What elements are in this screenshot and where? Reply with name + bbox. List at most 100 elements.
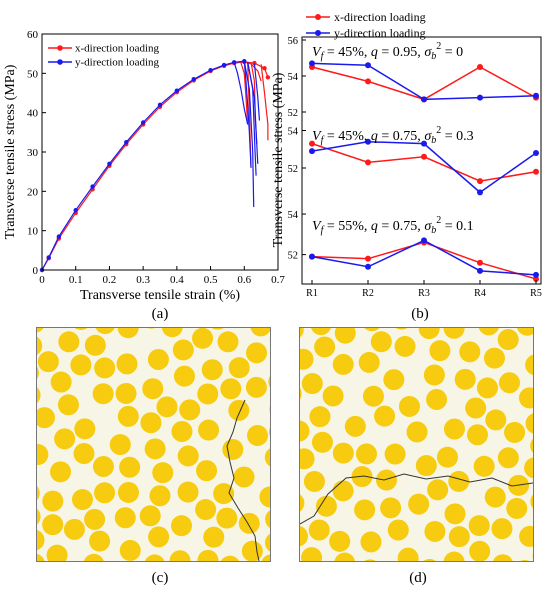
panel-a-data-point — [174, 88, 180, 93]
fibre — [300, 328, 304, 338]
fibre-packing-graphic — [300, 328, 533, 561]
fibre — [300, 348, 314, 370]
fibre — [140, 412, 162, 434]
fibre — [332, 480, 354, 502]
fibre — [37, 351, 59, 373]
fibre — [217, 331, 239, 353]
fibre — [334, 552, 356, 561]
fibre — [94, 357, 116, 379]
fibre — [117, 405, 139, 427]
panel-a-data-point — [46, 255, 51, 260]
panel-a-data-point — [56, 234, 62, 239]
fibre — [314, 336, 336, 358]
fibre — [142, 378, 164, 400]
fibre — [238, 512, 260, 534]
panel-b-y-tick-label: 52 — [288, 251, 299, 262]
fibre — [50, 461, 72, 483]
fibre — [50, 371, 72, 393]
legend-b-y-marker — [315, 30, 321, 36]
panel-b-x-series-line — [311, 142, 537, 182]
fibre — [211, 328, 224, 330]
fibre — [380, 497, 402, 519]
fibre — [177, 445, 199, 467]
fibre — [37, 366, 39, 379]
fibre — [148, 526, 170, 548]
fibre — [216, 507, 238, 529]
panel-a-x-tick-label: 0.1 — [69, 274, 83, 286]
fibre — [473, 455, 495, 477]
fibre — [71, 489, 93, 511]
fibre — [37, 328, 44, 333]
panel-b-x-data-point — [365, 255, 371, 262]
panel-b-x-data-point — [477, 64, 483, 70]
fibre — [173, 365, 195, 387]
fibre — [358, 351, 380, 373]
fibre — [94, 482, 116, 504]
panel-a-data-point — [252, 60, 257, 66]
panel-a-series-y-curve — [243, 61, 252, 168]
fibre — [84, 508, 106, 530]
fibre — [171, 421, 193, 443]
fibre — [443, 328, 465, 339]
fibre — [454, 368, 476, 390]
fibre — [58, 331, 80, 353]
fibre — [222, 438, 244, 460]
fibre — [300, 526, 308, 547]
panel-b-x-tick-label: R4 — [474, 288, 486, 299]
fibre — [73, 442, 95, 464]
fibre — [498, 372, 520, 394]
panel-b-y-tick-label: 52 — [288, 164, 299, 175]
fibre — [172, 339, 194, 361]
fibre — [228, 399, 250, 421]
panel-b-y-tick-label: 54 — [288, 72, 299, 83]
panel-a-y-tick-label: 60 — [27, 29, 39, 41]
panel-a-y-tick-label: 10 — [27, 226, 39, 238]
fibre — [443, 551, 465, 561]
panel-a-y-tick-label: 20 — [27, 186, 39, 198]
fibre — [300, 420, 310, 442]
fibre — [444, 503, 466, 525]
panel-a-x-tick-label: 0.4 — [170, 274, 184, 286]
fibre — [195, 499, 217, 521]
panel-b-x-tick-label: R1 — [306, 288, 318, 299]
fibre — [246, 342, 268, 364]
panel-b-y-data-point — [365, 138, 371, 145]
panel-a-curves — [39, 58, 271, 273]
panel-a-series-x-curve — [260, 64, 269, 141]
panel-a-legend: x-direction loading y-direction loading — [48, 43, 160, 69]
panel-a-data-point — [157, 102, 163, 108]
fibre — [261, 554, 270, 561]
fibre — [37, 407, 55, 429]
fibre — [332, 442, 354, 464]
fibre — [303, 470, 325, 492]
fibre — [322, 385, 344, 407]
panel-a-data-point — [191, 77, 196, 82]
fibre — [250, 328, 270, 337]
fibre — [300, 387, 302, 400]
fibre — [152, 462, 174, 484]
fibre — [114, 507, 136, 529]
fibre — [203, 526, 225, 548]
fibre — [468, 515, 490, 537]
fibre — [247, 424, 269, 446]
fibre — [42, 490, 64, 512]
legend-y-marker — [57, 59, 63, 65]
fibre — [119, 539, 141, 561]
panel-b-strength-comparison-chart: x-direction loading y-direction loading … — [271, 10, 542, 322]
fibre — [354, 499, 376, 521]
fibre — [478, 328, 499, 336]
panel-b-y-tick-label: 54 — [288, 210, 299, 221]
fibre — [119, 456, 141, 478]
panel-b-y-data-point — [309, 253, 315, 260]
fibre — [329, 530, 351, 552]
fibre — [485, 409, 507, 431]
fibre — [427, 479, 449, 501]
fibre — [364, 328, 380, 332]
panel-b-content: 52 54 56 52 54 52 54 R1 R2 R3 R4 R5 — [288, 36, 542, 299]
fibre — [497, 447, 519, 469]
legend-b-x-label: x-direction loading — [334, 10, 426, 24]
panel-b-annotation-1: Vf = 45%, q = 0.95, σb2 = 0 — [312, 41, 463, 62]
fibre — [525, 354, 533, 376]
fibre — [37, 336, 43, 355]
